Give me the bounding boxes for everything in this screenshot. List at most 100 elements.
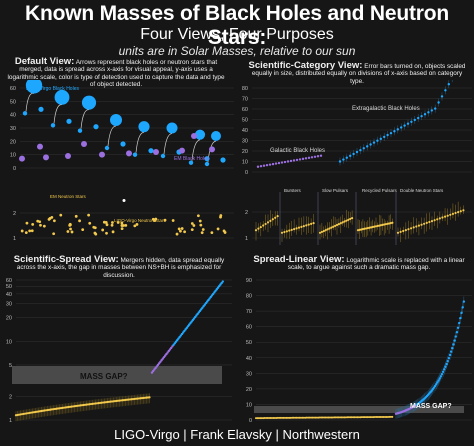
ligo-bh-point bbox=[120, 141, 126, 147]
bh-point bbox=[460, 311, 463, 315]
em-ns-point bbox=[198, 219, 202, 223]
ns-point bbox=[366, 416, 369, 419]
galactic-bh-point bbox=[268, 163, 272, 166]
ns-point bbox=[352, 416, 355, 419]
spread-view-tick-label: 30 bbox=[6, 302, 12, 308]
em-bh-point bbox=[81, 141, 87, 147]
ns-point bbox=[356, 229, 360, 232]
ligo-bh-point bbox=[110, 114, 122, 126]
ns-point bbox=[310, 416, 313, 419]
em-ns-point bbox=[171, 219, 175, 222]
ns-point bbox=[379, 224, 383, 227]
ns-point bbox=[389, 222, 392, 225]
merger-arrow bbox=[53, 104, 63, 124]
spread-view-tick-label: 20 bbox=[6, 316, 12, 322]
ns-point bbox=[371, 225, 374, 229]
ns-point bbox=[335, 223, 339, 227]
ns-point bbox=[328, 416, 331, 419]
spread-view-tick-label: 2 bbox=[9, 394, 12, 400]
merger-arrow bbox=[25, 92, 35, 112]
ns-point bbox=[290, 228, 293, 231]
ns-point bbox=[310, 222, 313, 225]
em-ns-point bbox=[69, 227, 72, 231]
em-ns-point bbox=[111, 230, 115, 234]
ns-point bbox=[365, 227, 368, 230]
em-ns-point bbox=[102, 220, 106, 224]
em-ns-point bbox=[93, 231, 97, 235]
ns-point bbox=[433, 219, 436, 222]
linear-view-desc: Spread-Linear View: Logarithmic scale is… bbox=[248, 255, 470, 272]
galactic-bh-point bbox=[280, 161, 284, 164]
ns-point bbox=[375, 416, 378, 419]
ns-point bbox=[283, 230, 286, 234]
category-view-chart: 0 10 20 30 40 50 60 70 80 1 2 Galactic Black Holes… bbox=[242, 80, 472, 245]
em-ns-point bbox=[105, 223, 109, 227]
em-ns-point bbox=[201, 228, 205, 231]
default-view-chart: 0 10 20 30 40 50 60 1 2 LIGO-Virgo Black Holes E… bbox=[10, 80, 234, 242]
ns-point bbox=[391, 221, 394, 224]
bh-point bbox=[440, 372, 444, 376]
ns-point bbox=[280, 231, 284, 234]
galactic-bh-point bbox=[262, 164, 266, 167]
linear-view-text: Logarithmic scale is replaced with a lin… bbox=[287, 257, 465, 272]
default-view-tick-label: 10 bbox=[10, 153, 16, 159]
bh-point bbox=[459, 316, 462, 320]
galactic-bh-point bbox=[319, 154, 323, 157]
linear-view-tick-label: 30 bbox=[246, 371, 252, 377]
category-view-desc: Scientific-Category View: Error bars tur… bbox=[246, 61, 468, 85]
bh-point bbox=[436, 381, 439, 384]
ns-point bbox=[334, 224, 337, 227]
em-ns-point bbox=[120, 227, 124, 231]
ns-point bbox=[285, 230, 288, 233]
em-bh-point bbox=[99, 151, 105, 158]
ns-point bbox=[341, 221, 344, 224]
em-ns-point bbox=[111, 221, 114, 224]
ns-point bbox=[363, 416, 366, 419]
category-view-tick-label: 70 bbox=[242, 97, 248, 103]
em-ns-point bbox=[52, 219, 56, 223]
ns-point bbox=[313, 416, 315, 419]
ns-point bbox=[386, 222, 389, 225]
ns-point bbox=[342, 416, 344, 419]
ns-point bbox=[304, 416, 307, 419]
ns-point bbox=[266, 417, 269, 420]
ns-point bbox=[259, 417, 262, 420]
extragalactic-bh-point bbox=[355, 150, 359, 154]
em-ns-point bbox=[78, 219, 81, 223]
ligo-bh-point bbox=[138, 121, 150, 133]
ns-point bbox=[266, 221, 270, 224]
merger-arrow bbox=[163, 133, 173, 155]
em-bh-point bbox=[19, 155, 25, 162]
mass-gap-label: MASS GAP? bbox=[80, 372, 128, 381]
ns-point bbox=[324, 416, 327, 419]
ns-point bbox=[330, 416, 333, 419]
ns-point bbox=[308, 416, 311, 419]
ns-point bbox=[344, 416, 347, 419]
ns-point bbox=[257, 227, 260, 230]
merger-arrow bbox=[135, 131, 145, 153]
ns-point bbox=[404, 229, 407, 232]
ns-point bbox=[279, 416, 282, 419]
extragalactic-bh-point bbox=[379, 137, 382, 141]
em-ns-point bbox=[223, 231, 227, 234]
slow-pulsars-label: Slow Pulsars bbox=[322, 188, 349, 193]
linear-view-tick-label: 20 bbox=[246, 387, 252, 393]
bh-point bbox=[451, 346, 454, 350]
ns-point bbox=[292, 416, 295, 419]
ns-point bbox=[300, 225, 303, 228]
ns-point bbox=[369, 416, 372, 419]
em-ns-point bbox=[70, 230, 74, 234]
em-bh-point bbox=[191, 133, 197, 139]
linear-view-tick-label: 10 bbox=[246, 402, 252, 408]
extragalactic-bh-point bbox=[430, 109, 433, 112]
ns-point bbox=[384, 223, 387, 226]
ligo-bh-point bbox=[204, 161, 210, 167]
ns-point bbox=[382, 415, 385, 418]
category-view-tick-label: 60 bbox=[242, 107, 248, 113]
galactic-bh-point bbox=[289, 159, 293, 163]
extragalactic-bh-point bbox=[423, 113, 427, 116]
ns-point bbox=[360, 416, 363, 419]
ns-point bbox=[305, 416, 308, 419]
ligo-bh-point bbox=[54, 89, 70, 105]
ligo-bh-point bbox=[188, 160, 194, 165]
